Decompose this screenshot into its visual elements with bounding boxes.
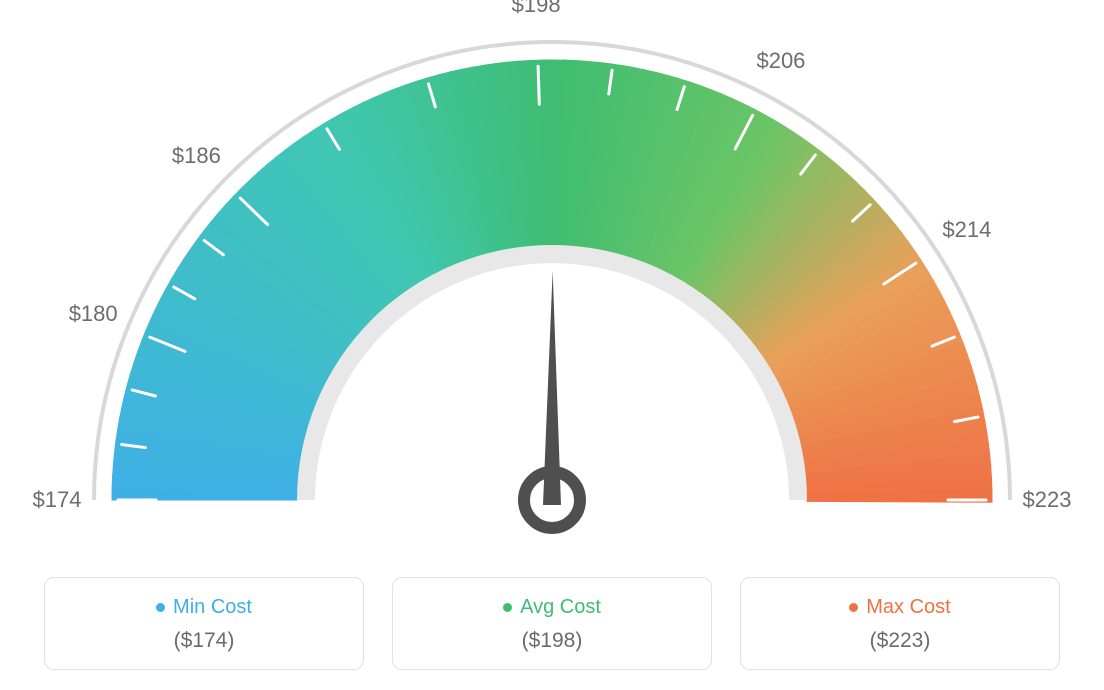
legend-title-text-min: Min Cost [173, 596, 252, 619]
legend-card-avg: Avg Cost ($198) [392, 577, 712, 670]
gauge-tick-label: $214 [942, 217, 991, 243]
legend-title-min: Min Cost [156, 596, 252, 619]
gauge-tick-label: $198 [512, 0, 561, 18]
legend-title-avg: Avg Cost [503, 596, 601, 619]
gauge-tick-label: $180 [69, 301, 118, 327]
gauge-tick-label: $206 [756, 48, 805, 74]
legend-value-max: ($223) [751, 629, 1049, 653]
legend-value-avg: ($198) [403, 629, 701, 653]
legend-card-min: Min Cost ($174) [44, 577, 364, 670]
legend-title-text-avg: Avg Cost [520, 596, 601, 619]
legend-row: Min Cost ($174) Avg Cost ($198) Max Cost… [0, 577, 1104, 670]
gauge-chart: $174 $180 $186 $198 $206 $214 $223 [0, 0, 1104, 560]
gauge-svg [0, 0, 1104, 560]
legend-dot-min [156, 603, 165, 612]
legend-card-max: Max Cost ($223) [740, 577, 1060, 670]
gauge-tick-label: $223 [1023, 487, 1072, 513]
gauge-tick-label: $174 [33, 487, 82, 513]
legend-title-text-max: Max Cost [866, 596, 950, 619]
gauge-tick-label: $186 [172, 143, 221, 169]
legend-title-max: Max Cost [849, 596, 950, 619]
legend-value-min: ($174) [55, 629, 353, 653]
legend-dot-max [849, 603, 858, 612]
legend-dot-avg [503, 603, 512, 612]
